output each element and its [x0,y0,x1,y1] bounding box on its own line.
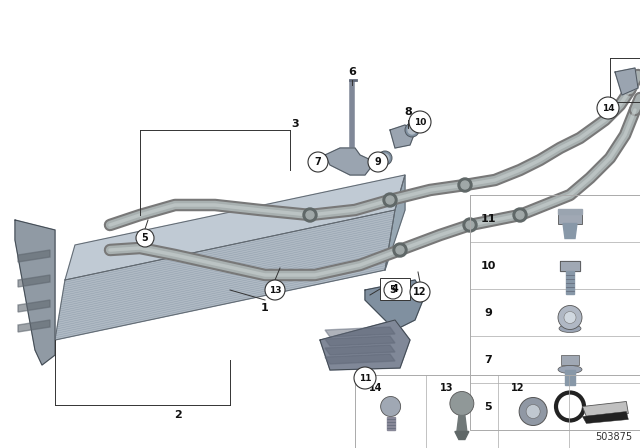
Circle shape [408,126,416,134]
Polygon shape [563,224,577,238]
Polygon shape [565,370,575,384]
Polygon shape [325,327,395,337]
Text: 13: 13 [269,285,281,294]
Text: 4: 4 [392,284,398,294]
Circle shape [410,282,430,302]
Text: 7: 7 [315,157,321,167]
Text: 10: 10 [414,117,426,126]
Polygon shape [558,214,582,224]
Polygon shape [365,280,425,330]
Polygon shape [560,260,580,271]
Circle shape [383,193,397,207]
Circle shape [136,229,154,247]
Text: 9: 9 [484,307,492,318]
Text: 5: 5 [141,233,148,243]
Circle shape [306,211,314,219]
Circle shape [381,396,401,417]
Polygon shape [325,148,375,175]
Text: 14: 14 [369,383,382,393]
Polygon shape [325,336,395,346]
Circle shape [378,151,392,165]
Polygon shape [582,401,628,417]
Polygon shape [18,250,50,262]
Ellipse shape [558,366,582,374]
Polygon shape [566,271,574,293]
Polygon shape [325,354,395,364]
Polygon shape [320,320,410,370]
Polygon shape [55,210,395,340]
Circle shape [458,178,472,192]
Polygon shape [390,125,415,148]
Circle shape [513,208,527,222]
Circle shape [558,306,582,329]
Circle shape [396,246,404,254]
Circle shape [303,208,317,222]
Text: 1: 1 [261,303,269,313]
Circle shape [526,405,540,418]
Circle shape [597,97,619,119]
Polygon shape [615,68,638,95]
Circle shape [466,221,474,229]
Circle shape [354,367,376,389]
Circle shape [461,181,469,189]
Polygon shape [18,300,50,312]
Circle shape [393,243,407,257]
Text: 6: 6 [348,67,356,77]
Text: 2: 2 [174,410,182,420]
Polygon shape [18,320,50,332]
Polygon shape [325,345,395,355]
Circle shape [381,154,389,162]
Text: 10: 10 [480,260,496,271]
Text: 12: 12 [413,287,427,297]
Text: 8: 8 [404,107,412,117]
Polygon shape [387,417,395,430]
Text: 503875: 503875 [595,432,632,442]
Polygon shape [582,412,628,423]
Ellipse shape [559,324,581,332]
Polygon shape [558,208,582,214]
Circle shape [384,281,402,299]
Polygon shape [457,415,467,431]
Circle shape [405,123,419,137]
Circle shape [450,392,474,415]
Text: 3: 3 [291,119,299,129]
Text: 7: 7 [484,354,492,365]
Polygon shape [18,275,50,287]
Circle shape [308,152,328,172]
Circle shape [265,280,285,300]
Circle shape [386,196,394,204]
Text: 13: 13 [440,383,454,393]
Polygon shape [65,175,405,280]
Polygon shape [561,354,579,365]
Circle shape [463,218,477,232]
Circle shape [409,111,431,133]
Text: 11: 11 [359,374,371,383]
Polygon shape [455,431,469,439]
Polygon shape [385,175,405,270]
Text: 5: 5 [484,401,492,412]
Text: 5: 5 [390,285,396,295]
Text: 14: 14 [602,103,614,112]
Polygon shape [15,220,55,365]
Text: 11: 11 [480,214,496,224]
Circle shape [519,397,547,426]
Text: 9: 9 [374,157,381,167]
Text: 12: 12 [511,383,525,393]
Circle shape [368,152,388,172]
Circle shape [516,211,524,219]
Circle shape [564,311,576,323]
Bar [380,278,410,300]
